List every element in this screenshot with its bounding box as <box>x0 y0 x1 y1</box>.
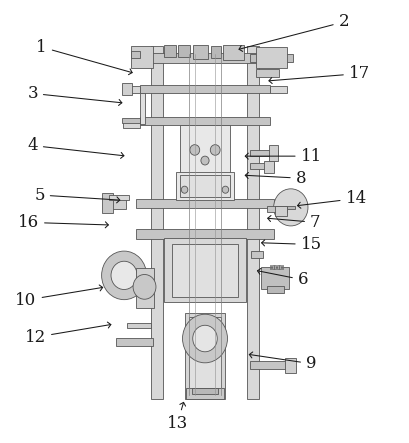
Bar <box>139 85 270 93</box>
Circle shape <box>273 189 307 226</box>
Text: 10: 10 <box>16 285 102 309</box>
Circle shape <box>192 325 217 352</box>
Text: 9: 9 <box>249 352 316 372</box>
Bar <box>121 83 132 95</box>
Circle shape <box>189 145 199 155</box>
Text: 6: 6 <box>257 268 308 288</box>
Text: 12: 12 <box>25 322 110 346</box>
Bar <box>164 238 245 302</box>
Bar <box>139 117 270 125</box>
Bar <box>172 244 237 296</box>
Bar <box>109 197 126 209</box>
Text: 13: 13 <box>166 402 187 432</box>
Bar <box>249 361 293 369</box>
Bar <box>281 265 283 269</box>
Bar <box>189 317 220 395</box>
Bar <box>256 69 278 77</box>
Text: 15: 15 <box>261 236 321 253</box>
Bar <box>271 265 273 269</box>
Text: 1: 1 <box>36 39 132 75</box>
Text: 3: 3 <box>27 85 121 105</box>
Bar <box>116 338 152 346</box>
Bar <box>269 265 270 269</box>
Bar <box>176 171 233 200</box>
Bar <box>286 206 294 209</box>
Text: 7: 7 <box>267 214 320 231</box>
Text: 4: 4 <box>27 137 124 159</box>
Bar <box>256 47 286 68</box>
Bar <box>249 163 273 168</box>
Bar <box>284 358 295 373</box>
Text: 11: 11 <box>245 148 321 165</box>
Bar <box>184 313 225 399</box>
Bar <box>130 51 139 58</box>
Bar <box>223 45 243 60</box>
Bar <box>274 265 275 269</box>
Text: 5: 5 <box>34 187 119 203</box>
Text: 17: 17 <box>268 65 369 84</box>
Text: 16: 16 <box>18 214 108 231</box>
Bar <box>274 206 286 216</box>
Bar <box>211 46 221 58</box>
Text: 14: 14 <box>297 190 366 208</box>
Circle shape <box>210 145 220 155</box>
Bar <box>130 46 153 68</box>
Bar <box>186 388 223 399</box>
Bar <box>250 251 263 258</box>
Bar <box>261 268 288 289</box>
Bar <box>192 45 208 59</box>
Bar <box>135 229 274 239</box>
Circle shape <box>182 314 227 363</box>
Bar <box>109 195 129 200</box>
Bar <box>121 118 140 123</box>
Bar <box>180 125 229 174</box>
Circle shape <box>133 275 155 299</box>
Bar <box>266 287 283 293</box>
Bar <box>247 46 258 399</box>
Bar <box>279 265 280 269</box>
Bar <box>191 389 218 394</box>
Bar <box>264 160 274 173</box>
Bar <box>127 323 151 328</box>
Bar <box>164 45 175 57</box>
Text: 8: 8 <box>245 170 306 187</box>
Bar <box>151 46 162 399</box>
Bar <box>180 175 229 197</box>
Bar <box>266 206 286 212</box>
Bar <box>269 86 286 93</box>
Bar <box>102 193 113 213</box>
Circle shape <box>222 186 228 193</box>
Bar <box>139 53 270 62</box>
Circle shape <box>181 186 187 193</box>
Bar <box>276 265 278 269</box>
Bar <box>135 198 274 208</box>
Bar <box>139 93 144 124</box>
Bar <box>268 145 277 160</box>
Bar <box>123 86 139 93</box>
Bar <box>249 150 277 156</box>
Bar <box>123 122 139 128</box>
Bar <box>135 268 153 307</box>
Text: 2: 2 <box>238 13 348 51</box>
Bar <box>178 45 189 57</box>
Circle shape <box>200 156 209 165</box>
Circle shape <box>101 251 146 299</box>
Bar <box>249 54 292 62</box>
Circle shape <box>111 261 137 290</box>
